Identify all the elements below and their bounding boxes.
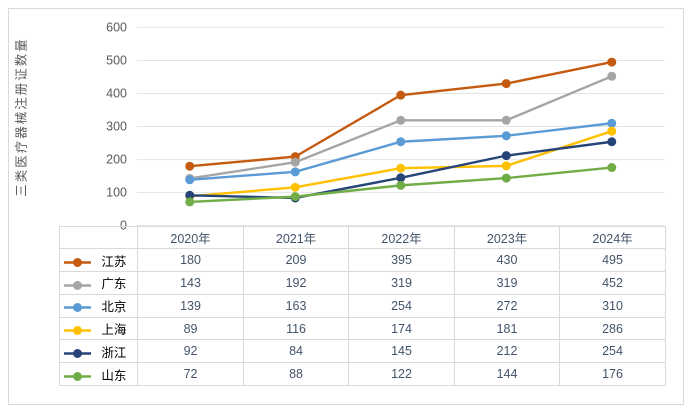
svg-text:200: 200 bbox=[106, 153, 127, 167]
svg-text:100: 100 bbox=[106, 186, 127, 200]
svg-text:400: 400 bbox=[106, 87, 127, 101]
svg-text:600: 600 bbox=[106, 20, 127, 34]
svg-text:500: 500 bbox=[106, 53, 127, 67]
svg-text:300: 300 bbox=[106, 120, 127, 134]
